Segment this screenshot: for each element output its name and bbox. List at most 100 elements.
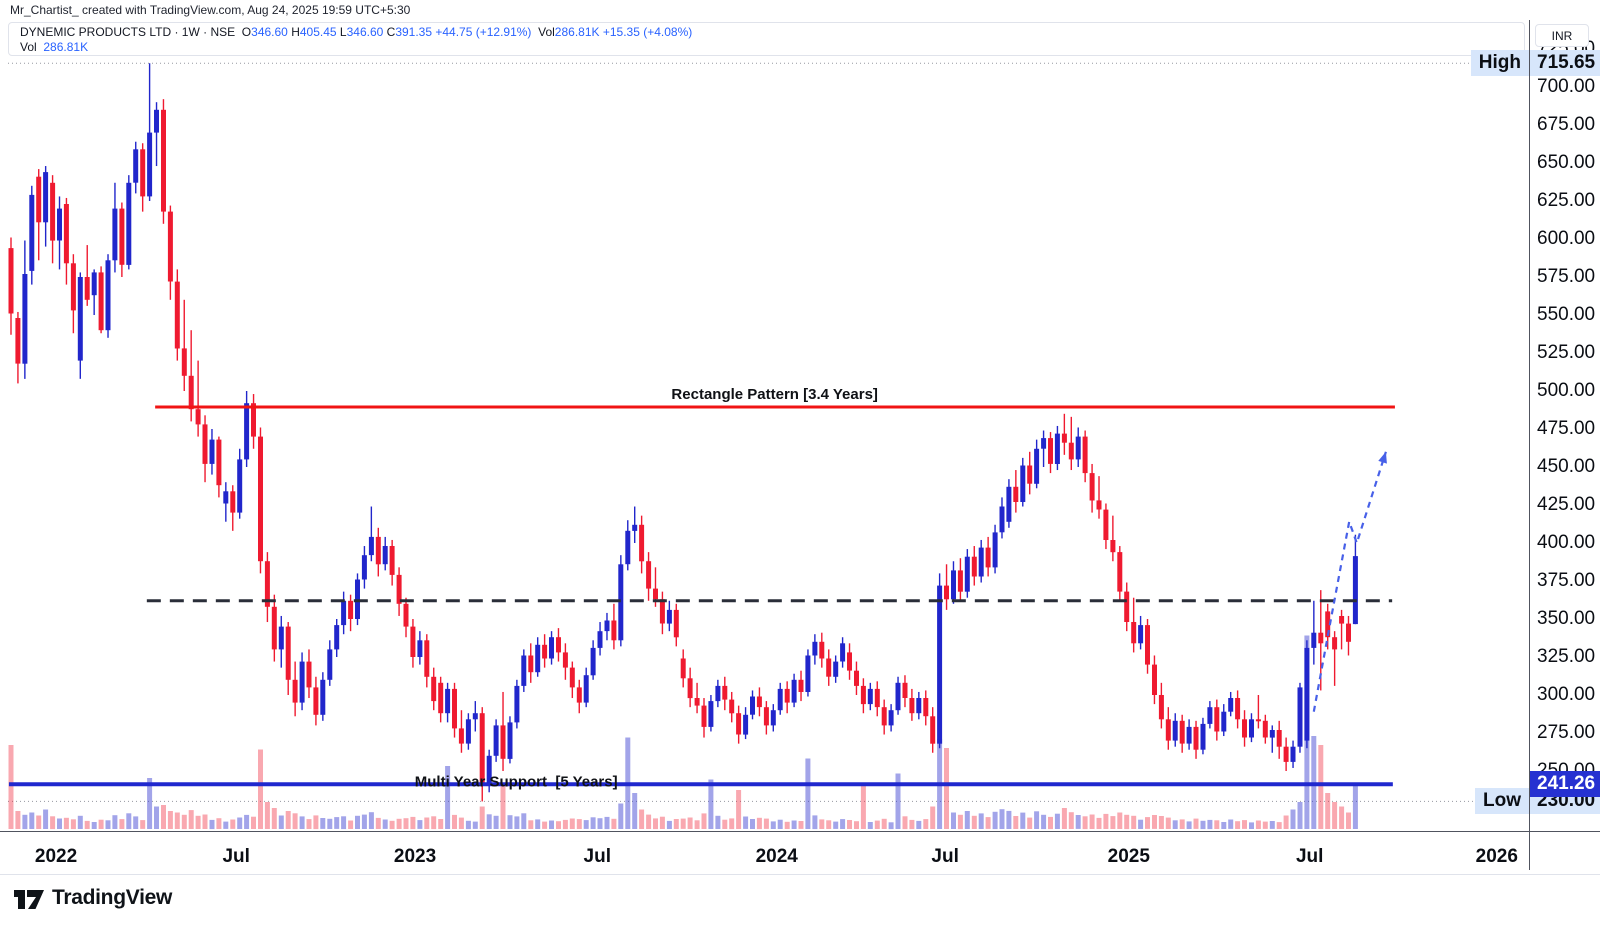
volume-bar — [320, 818, 326, 829]
price-axis-tick: 400.00 — [1537, 532, 1596, 553]
volume-bar — [472, 821, 478, 829]
candle-body — [507, 722, 513, 759]
vol-row-label: Vol — [20, 40, 37, 54]
candle-body — [327, 649, 333, 680]
volume-bar — [389, 820, 395, 830]
candle-body — [964, 556, 970, 592]
candle-body — [1027, 465, 1033, 484]
price-axis-tick: 700.00 — [1537, 76, 1596, 97]
volume-bar — [140, 820, 146, 829]
candle-body — [306, 661, 312, 688]
volume-bar — [791, 820, 797, 829]
volume-bar — [590, 817, 596, 829]
volume-value: 286.81K — [554, 25, 600, 39]
candle-body — [840, 643, 846, 662]
volume-bar — [951, 812, 956, 829]
candle-body — [285, 626, 291, 680]
volume-bar — [1179, 819, 1185, 829]
candle-body — [535, 644, 541, 673]
volume-bar — [1297, 802, 1303, 829]
volume-bar — [507, 815, 513, 829]
candle-body — [271, 606, 277, 650]
candle-body — [819, 641, 825, 659]
candle-body — [1262, 720, 1268, 738]
low-label: L — [339, 25, 347, 39]
volume-bar — [1082, 816, 1088, 830]
volume-bar — [1020, 812, 1026, 829]
candle-body — [91, 272, 97, 296]
volume-bar — [1158, 816, 1164, 829]
volume-bar — [278, 815, 284, 829]
volume-bar — [91, 822, 97, 829]
candle-body — [299, 661, 305, 703]
candle-body — [1145, 625, 1150, 665]
time-axis-separator — [0, 831, 1600, 832]
candle-body — [826, 658, 832, 677]
candle-body — [355, 579, 360, 619]
volume-bar — [680, 818, 686, 829]
candle-body — [569, 667, 575, 688]
candle-body — [770, 710, 776, 726]
candle-body — [978, 547, 984, 577]
candle-body — [666, 609, 672, 624]
volume-bar — [167, 811, 173, 829]
volume-bar — [1138, 819, 1144, 829]
candle-body — [729, 699, 735, 714]
candle-body — [1235, 698, 1241, 720]
candle-body — [860, 685, 866, 705]
volume-bar — [881, 818, 887, 829]
candle-body — [1054, 433, 1060, 464]
candle-body — [625, 530, 631, 565]
symbol-title: DYNEMIC PRODUCTS LTD · 1W · NSE — [20, 25, 236, 39]
candle-body — [348, 600, 354, 619]
rectangle-pattern-label[interactable]: Rectangle Pattern [3.4 Years] — [671, 385, 878, 403]
volume-bar — [583, 820, 589, 829]
candle-body — [1020, 465, 1026, 502]
volume-bar — [313, 815, 319, 830]
volume-bar — [1145, 817, 1150, 829]
volume-bar — [1242, 820, 1247, 829]
candle-body — [1158, 695, 1164, 720]
candle-body — [1269, 730, 1275, 738]
volume-bar — [8, 745, 14, 829]
candle-body — [1172, 720, 1178, 741]
volume-bar — [528, 820, 534, 829]
volume-bar — [334, 817, 340, 829]
volume-bar — [1124, 814, 1130, 830]
volume-bar — [909, 819, 915, 830]
volume-bar — [847, 820, 852, 829]
volume-bar — [1269, 821, 1275, 829]
candle-body — [999, 506, 1005, 533]
candle-body — [292, 679, 298, 703]
candle-body — [604, 620, 610, 632]
price-axis-tick: 575.00 — [1537, 266, 1596, 287]
volume-bar — [708, 779, 714, 829]
multi-year-support-label[interactable]: Multi Year Support [5 Years] — [414, 773, 618, 791]
candle-body — [1152, 664, 1157, 695]
projection-arrow-line[interactable] — [1312, 451, 1387, 712]
candle-body — [597, 631, 603, 648]
volume-bar — [1006, 810, 1012, 829]
volume-bar — [181, 814, 187, 830]
volume-bar — [1075, 815, 1081, 829]
candle-body — [1242, 719, 1247, 738]
volume-label: Vol — [538, 25, 555, 39]
candle-body — [902, 682, 908, 698]
candle-body — [202, 424, 208, 464]
volume-bar — [1089, 814, 1095, 829]
volume-bar — [15, 811, 21, 829]
volume-bar — [895, 773, 901, 829]
price-axis-tick: 350.00 — [1537, 608, 1596, 629]
volume-bar — [417, 820, 423, 829]
candle-body — [361, 555, 367, 580]
candle-body — [673, 609, 679, 638]
support-line-price-badge: 241.26 — [1530, 771, 1600, 798]
volume-bar — [535, 819, 541, 829]
candle-body — [1352, 556, 1358, 625]
candle-body — [313, 687, 319, 715]
tradingview-watermark[interactable]: TradingView — [14, 886, 172, 910]
candle-body — [251, 403, 256, 437]
volume-bar — [493, 815, 499, 829]
